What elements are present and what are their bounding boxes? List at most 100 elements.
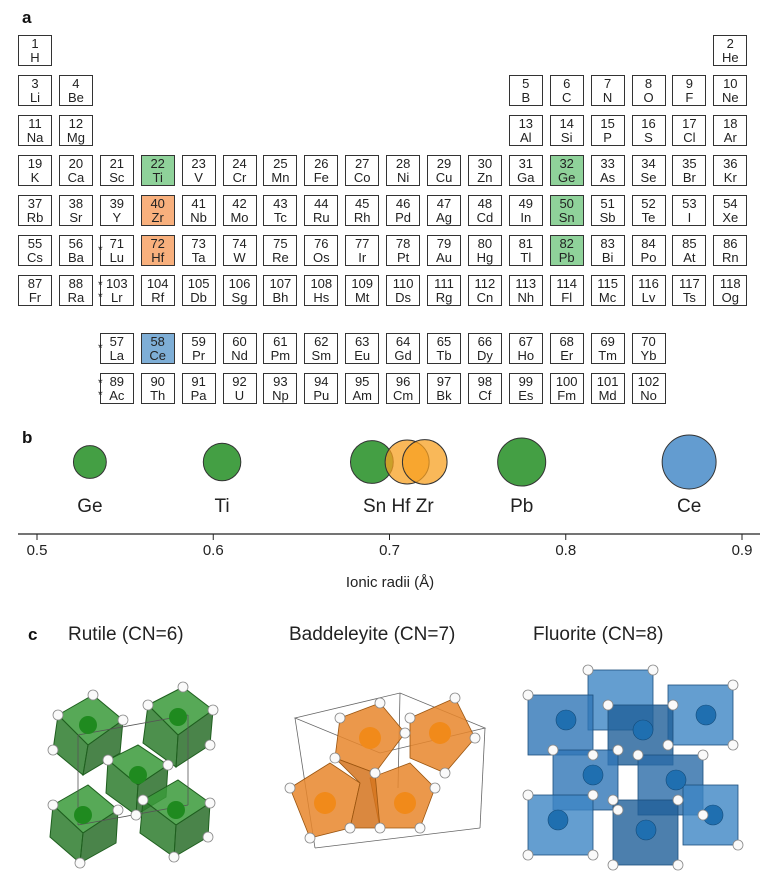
atomic-number: 6 bbox=[563, 76, 571, 91]
element-symbol: Pa bbox=[190, 388, 207, 403]
element-cell-cn: 112 Cn bbox=[467, 275, 502, 306]
atomic-number: 107 bbox=[269, 276, 292, 291]
atomic-number: 20 bbox=[68, 156, 84, 171]
element-symbol: Ra bbox=[67, 290, 85, 305]
element-symbol: Pr bbox=[192, 348, 206, 363]
element-symbol: Dy bbox=[476, 348, 493, 363]
atomic-number: 12 bbox=[68, 116, 84, 131]
element-cell-bi: 83 Bi bbox=[590, 235, 625, 266]
atomic-number: 69 bbox=[600, 334, 615, 349]
element-symbol: Sr bbox=[69, 210, 83, 225]
element-symbol: Ts bbox=[682, 290, 696, 305]
element-cell-ar: 18 Ar bbox=[713, 115, 748, 146]
element-symbol: Co bbox=[353, 170, 371, 185]
element-symbol: V bbox=[194, 170, 203, 185]
ion-circle-ce bbox=[661, 434, 717, 490]
element-cell-hs: 108 Hs bbox=[304, 275, 339, 306]
element-cell-hg: 80 Hg bbox=[467, 235, 502, 266]
element-cell-li: 3 Li bbox=[18, 75, 52, 106]
element-cell-ti: 22 Ti bbox=[140, 155, 175, 186]
element-symbol: Nd bbox=[231, 348, 248, 363]
element-cell-eu: 63 Eu bbox=[345, 333, 380, 364]
element-symbol: Cm bbox=[392, 388, 414, 403]
element-cell-lr: 103 Lr bbox=[99, 275, 134, 306]
element-symbol: Es bbox=[518, 388, 534, 403]
element-symbol: Ir bbox=[358, 250, 367, 265]
atomic-number: 35 bbox=[682, 156, 697, 171]
fluorite-structure bbox=[522, 664, 744, 871]
element-symbol: Ba bbox=[67, 250, 84, 265]
atomic-number: 1 bbox=[31, 36, 39, 51]
element-symbol: Th bbox=[150, 388, 166, 403]
element-cell-pm: 61 Pm bbox=[263, 333, 298, 364]
ionic-radii-plot bbox=[0, 430, 770, 610]
element-symbol: Og bbox=[721, 290, 739, 305]
atomic-number: 10 bbox=[723, 76, 738, 91]
series-marker: * bbox=[98, 388, 103, 402]
periodic-table: 1 H 2 He 3 Li 4 Be 5 B 6 C 7 N 8 O 9 F 10 Ne 11 Na 12 Mg 13 Al 14 S… bbox=[0, 0, 770, 420]
element-cell-he: 2 He bbox=[713, 35, 748, 66]
ion-circle-zr bbox=[401, 439, 448, 485]
element-symbol: I bbox=[687, 210, 692, 225]
element-cell-bk: 97 Bk bbox=[427, 373, 461, 404]
panel-label-b: b bbox=[22, 428, 33, 447]
element-symbol: S bbox=[644, 130, 653, 145]
element-cell-po: 84 Po bbox=[631, 235, 666, 266]
atomic-number: 38 bbox=[68, 196, 84, 211]
element-cell-ta: 73 Ta bbox=[181, 235, 216, 266]
element-cell-ga: 31 Ga bbox=[508, 155, 543, 186]
atomic-number: 93 bbox=[273, 374, 288, 389]
atomic-number: 100 bbox=[555, 374, 578, 389]
element-cell-sb: 51 Sb bbox=[590, 195, 625, 226]
atomic-number: 25 bbox=[273, 156, 288, 171]
series-marker: * bbox=[98, 376, 103, 390]
element-cell-be: 4 Be bbox=[58, 75, 93, 106]
atomic-number: 76 bbox=[314, 236, 329, 251]
series-marker: * bbox=[98, 278, 103, 292]
element-cell-fe: 26 Fe bbox=[304, 155, 339, 186]
atomic-number: 21 bbox=[109, 156, 125, 171]
atomic-number: 24 bbox=[232, 156, 247, 171]
atomic-number: 28 bbox=[395, 156, 411, 171]
atomic-number: 32 bbox=[559, 156, 574, 171]
atomic-number: 61 bbox=[273, 334, 288, 349]
element-symbol: Tb bbox=[436, 348, 452, 363]
element-cell-ba: 56 Ba bbox=[58, 235, 93, 266]
element-symbol: Ce bbox=[149, 348, 166, 363]
element-symbol: C bbox=[561, 90, 572, 105]
element-cell-es: 99 Es bbox=[508, 373, 543, 404]
element-cell-as: 33 As bbox=[590, 155, 625, 186]
atomic-number: 109 bbox=[351, 276, 374, 291]
atomic-number: 2 bbox=[726, 36, 734, 51]
element-cell-br: 35 Br bbox=[672, 155, 707, 186]
atomic-number: 31 bbox=[518, 156, 534, 171]
atomic-number: 16 bbox=[641, 116, 656, 131]
element-cell-os: 76 Os bbox=[304, 235, 339, 266]
element-symbol: Se bbox=[640, 170, 657, 185]
element-cell-ag: 47 Ag bbox=[427, 195, 461, 226]
element-symbol: Lv bbox=[641, 290, 656, 305]
atomic-number: 81 bbox=[518, 236, 534, 251]
element-cell-fl: 114 Fl bbox=[549, 275, 584, 306]
atomic-number: 19 bbox=[27, 156, 43, 171]
element-symbol: Pm bbox=[270, 348, 291, 363]
element-cell-ts: 117 Ts bbox=[672, 275, 707, 306]
element-symbol: Na bbox=[26, 130, 44, 145]
atomic-number: 55 bbox=[27, 236, 43, 251]
element-cell-au: 79 Au bbox=[427, 235, 461, 266]
atomic-number: 96 bbox=[395, 374, 411, 389]
atomic-number: 111 bbox=[434, 276, 454, 291]
element-symbol: Md bbox=[598, 388, 617, 403]
atomic-number: 14 bbox=[559, 116, 574, 131]
element-symbol: He bbox=[721, 50, 739, 65]
atomic-number: 51 bbox=[600, 196, 615, 211]
element-cell-gd: 64 Gd bbox=[386, 333, 421, 364]
element-cell-fm: 100 Fm bbox=[549, 373, 584, 404]
element-symbol: Rf bbox=[151, 290, 165, 305]
element-cell-w: 74 W bbox=[222, 235, 257, 266]
atomic-number: 112 bbox=[474, 276, 496, 291]
ion-label: Ti bbox=[214, 496, 230, 517]
element-symbol: Cl bbox=[683, 130, 696, 145]
element-symbol: Ac bbox=[109, 388, 125, 403]
